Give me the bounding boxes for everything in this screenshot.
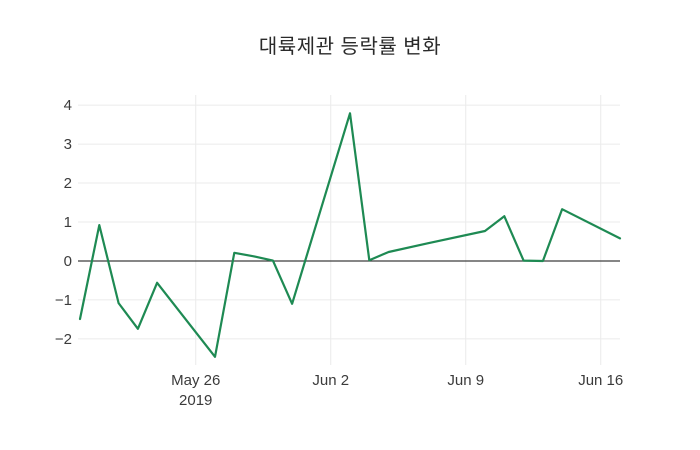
x-tick-sublabel: 2019 bbox=[179, 392, 212, 409]
y-tick-label: 0 bbox=[64, 253, 72, 270]
x-tick-label: Jun 16 bbox=[578, 372, 623, 389]
chart-title: 대륙제관 등락률 변화 bbox=[258, 36, 442, 58]
y-tick-label: 2 bbox=[64, 175, 72, 192]
y-tick-label: −1 bbox=[55, 292, 72, 309]
y-tick-label: 1 bbox=[64, 214, 72, 231]
x-tick-label: Jun 2 bbox=[312, 372, 349, 389]
y-tick-label: 3 bbox=[64, 136, 72, 153]
y-tick-label: 4 bbox=[64, 97, 72, 114]
x-tick-label: May 26 bbox=[171, 372, 220, 389]
x-tick-label: Jun 9 bbox=[447, 372, 484, 389]
series-line bbox=[78, 112, 622, 358]
y-tick-label: −2 bbox=[55, 331, 72, 348]
